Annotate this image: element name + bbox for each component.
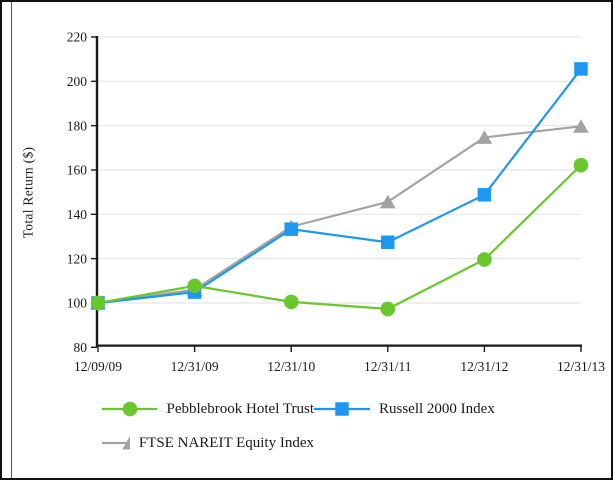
- x-tick-labels: 12/09/09 12/31/09 12/31/10 12/31/11 12/31/12…: [74, 345, 605, 374]
- triangle-marker: [379, 194, 396, 209]
- series-line-ftse-nareit-equity-index: [97, 125, 582, 305]
- legend-label-russell-2000-index: Russell 2000 Index: [379, 400, 495, 417]
- y-tick-label-140: 140: [67, 207, 88, 222]
- x-tick-label-12-09-09: 12/09/09: [74, 359, 122, 374]
- square-marker: [574, 62, 588, 76]
- legend-item-pebblebrook-hotel-trust: Pebblebrook Hotel Trust: [102, 398, 314, 420]
- legend-label-ftse-nareit-equity-index: FTSE NAREIT Equity Index: [138, 434, 314, 451]
- legend-label-pebblebrook-hotel-trust: Pebblebrook Hotel Trust: [166, 400, 314, 417]
- triangle-marker: [476, 130, 493, 144]
- circle-marker: [477, 252, 492, 267]
- series-russell-2000-index: [91, 62, 588, 310]
- y-tick-label-180: 180: [67, 118, 88, 133]
- y-axis-title: Total Return ($): [20, 146, 36, 239]
- series-line-russell-2000-index: [97, 68, 582, 305]
- circle-marker: [187, 278, 202, 294]
- x-tick-label-12-31-10: 12/31/10: [267, 359, 315, 374]
- x-tick-label-12-31-13: 12/31/13: [557, 359, 605, 374]
- triangle-legend-marker-icon: [102, 436, 130, 450]
- series-pebblebrook-hotel-trust: [90, 157, 589, 317]
- axes: [95, 36, 582, 347]
- circle-marker: [380, 301, 396, 317]
- x-tick-label-12-31-11: 12/31/11: [364, 359, 412, 374]
- circle-marker: [283, 294, 299, 310]
- square-marker: [335, 402, 349, 416]
- series-line-pebblebrook-hotel-trust: [97, 164, 582, 311]
- legend-item-russell-2000-index: Russell 2000 Index: [314, 398, 495, 420]
- y-tick-label-100: 100: [67, 296, 88, 311]
- gridlines: [97, 36, 581, 304]
- circle-marker: [573, 157, 589, 173]
- x-tick-label-12-31-09: 12/31/09: [171, 359, 219, 374]
- square-marker: [381, 235, 395, 249]
- square-marker: [284, 222, 298, 236]
- triangle-marker: [122, 436, 130, 450]
- x-tick-label-12-31-12: 12/31/12: [460, 359, 508, 374]
- triangle-marker: [573, 119, 589, 133]
- figure-inner-border-line: [11, 2, 12, 478]
- square-legend-marker-icon: [314, 402, 370, 416]
- circle-marker: [90, 295, 106, 311]
- legend-item-ftse-nareit-equity-index: FTSE NAREIT Equity Index: [102, 432, 314, 454]
- y-tick-label-160: 160: [67, 163, 88, 178]
- square-marker: [477, 188, 492, 202]
- chart-legend: Pebblebrook Hotel Trust Russell 2000 Inde…: [102, 398, 495, 454]
- circle-legend-marker-icon: [102, 401, 158, 417]
- y-tick-label-200: 200: [67, 74, 88, 89]
- y-tick-label-120: 120: [67, 251, 88, 266]
- y-tick-label-220: 220: [67, 30, 88, 45]
- y-tick-label-80: 80: [74, 340, 88, 355]
- circle-marker: [122, 401, 138, 417]
